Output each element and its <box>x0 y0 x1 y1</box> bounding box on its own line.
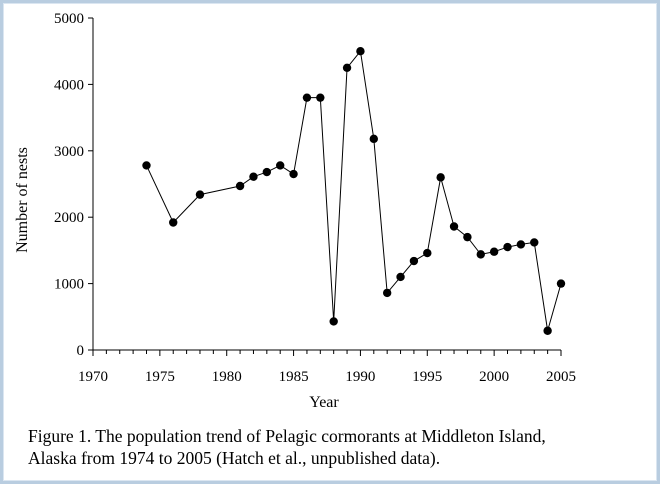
y-tick-label: 0 <box>77 343 85 359</box>
data-point <box>142 161 151 170</box>
y-tick-label: 1000 <box>54 277 84 293</box>
x-tick-label: 1975 <box>145 369 175 385</box>
series-line <box>146 50 562 331</box>
data-point <box>530 238 539 247</box>
y-tick-label: 4000 <box>54 77 84 93</box>
data-point <box>195 190 205 199</box>
data-point <box>556 279 566 288</box>
x-tick-label: 1990 <box>345 369 375 385</box>
x-tick-label: 2005 <box>546 369 576 385</box>
x-tick-label: 2000 <box>479 369 509 385</box>
x-tick-label: 1980 <box>212 369 242 385</box>
data-point <box>516 240 526 249</box>
caption-line-2: Alaska from 1974 to 2005 (Hatch et al., … <box>28 448 441 468</box>
data-point <box>169 218 178 227</box>
data-point <box>476 250 485 259</box>
data-point <box>289 169 298 179</box>
data-point <box>369 134 378 144</box>
x-tick-label: 1985 <box>279 369 309 385</box>
data-point <box>342 63 352 72</box>
x-axis-title: Year <box>309 394 339 411</box>
x-tick-label: 1970 <box>78 369 108 385</box>
caption-line-1: Figure 1. The population trend of Pelagi… <box>28 426 546 446</box>
series-polyline <box>146 50 562 331</box>
data-point <box>543 326 552 335</box>
data-point <box>489 247 499 256</box>
data-point <box>503 242 512 252</box>
figure-caption: Figure 1. The population trend of Pelagi… <box>28 425 648 469</box>
data-point <box>329 317 338 326</box>
chart-axes: 0 1000 2000 3000 4000 5000 1970 1975 1980 1985 199… <box>54 11 576 385</box>
y-tick-label: 5000 <box>54 11 84 27</box>
data-point <box>423 248 432 258</box>
data-point <box>316 93 325 102</box>
data-point <box>276 161 285 170</box>
data-point <box>396 272 405 282</box>
data-point <box>235 181 245 191</box>
x-tick-label: 1995 <box>412 369 442 385</box>
data-point <box>463 232 472 242</box>
data-point <box>449 222 459 231</box>
y-tick-label: 3000 <box>54 144 84 160</box>
data-point <box>249 172 258 181</box>
data-point <box>302 93 312 102</box>
data-point <box>382 288 392 298</box>
data-point <box>356 47 365 56</box>
data-point <box>436 173 445 182</box>
line-chart: 0 1000 2000 3000 4000 5000 1970 1975 1980 1985 199… <box>14 11 576 411</box>
data-point <box>409 256 419 266</box>
y-axis-title: Number of nests <box>14 147 31 253</box>
series-points <box>142 47 566 335</box>
data-point <box>262 167 272 177</box>
y-tick-label: 2000 <box>54 210 84 226</box>
